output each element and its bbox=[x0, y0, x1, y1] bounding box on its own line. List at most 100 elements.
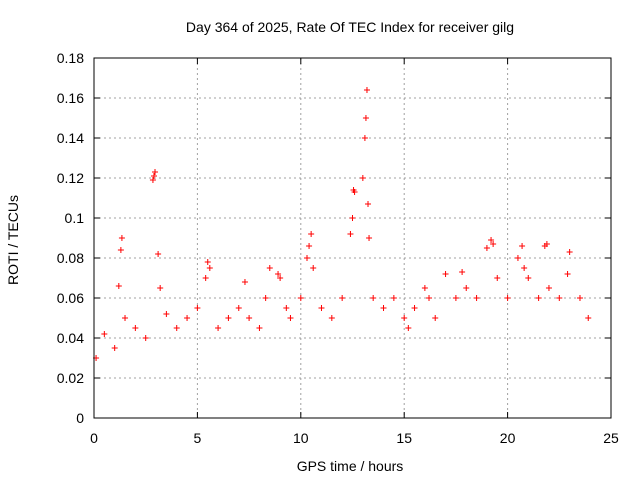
data-point bbox=[426, 295, 433, 301]
data-point bbox=[163, 311, 170, 317]
data-point bbox=[463, 285, 470, 291]
data-point bbox=[318, 305, 325, 311]
data-point bbox=[194, 305, 201, 311]
data-point bbox=[256, 325, 263, 331]
data-point bbox=[339, 295, 346, 301]
data-point bbox=[370, 295, 377, 301]
data-point bbox=[101, 331, 108, 337]
data-point bbox=[519, 243, 526, 249]
data-point bbox=[155, 251, 162, 257]
data-point bbox=[277, 275, 284, 281]
data-point bbox=[566, 249, 573, 255]
data-point bbox=[149, 177, 156, 183]
data-point bbox=[117, 247, 124, 253]
data-point bbox=[545, 285, 552, 291]
data-point bbox=[157, 285, 164, 291]
data-point bbox=[362, 115, 369, 121]
x-tick-label: 5 bbox=[194, 430, 202, 446]
x-tick-label: 10 bbox=[293, 430, 309, 446]
data-point bbox=[363, 87, 370, 93]
data-point bbox=[576, 295, 583, 301]
x-axis-label: GPS time / hours bbox=[297, 458, 404, 474]
data-point bbox=[405, 325, 412, 331]
data-point bbox=[275, 271, 282, 277]
y-tick-label: 0.06 bbox=[57, 290, 84, 306]
data-point bbox=[304, 255, 311, 261]
data-point bbox=[361, 135, 368, 141]
data-point bbox=[262, 295, 269, 301]
data-point bbox=[366, 235, 373, 241]
data-point bbox=[241, 279, 248, 285]
data-point bbox=[401, 315, 408, 321]
data-point bbox=[483, 245, 490, 251]
data-point bbox=[132, 325, 139, 331]
data-point bbox=[380, 305, 387, 311]
data-point bbox=[365, 201, 372, 207]
data-point bbox=[202, 275, 209, 281]
data-point bbox=[525, 275, 532, 281]
data-point bbox=[122, 315, 129, 321]
y-tick-label: 0.12 bbox=[57, 170, 84, 186]
data-point bbox=[142, 335, 149, 341]
data-point bbox=[390, 295, 397, 301]
data-point bbox=[459, 269, 466, 275]
x-tick-label: 0 bbox=[90, 430, 98, 446]
data-point bbox=[306, 243, 313, 249]
data-point bbox=[283, 305, 290, 311]
data-point bbox=[287, 315, 294, 321]
data-point bbox=[488, 237, 495, 243]
data-point bbox=[115, 283, 122, 289]
data-point bbox=[150, 173, 157, 179]
y-tick-label: 0.18 bbox=[57, 50, 84, 66]
data-point bbox=[351, 189, 358, 195]
data-point bbox=[585, 315, 592, 321]
data-point bbox=[514, 255, 521, 261]
data-point bbox=[204, 259, 211, 265]
x-tick-label: 15 bbox=[396, 430, 412, 446]
data-point bbox=[206, 265, 213, 271]
y-tick-label: 0.08 bbox=[57, 250, 84, 266]
data-point bbox=[297, 295, 304, 301]
data-point bbox=[504, 295, 511, 301]
data-point bbox=[494, 275, 501, 281]
data-point bbox=[421, 285, 428, 291]
data-point bbox=[215, 325, 222, 331]
data-point bbox=[308, 231, 315, 237]
data-point bbox=[543, 241, 550, 247]
data-point bbox=[452, 295, 459, 301]
y-tick-label: 0.04 bbox=[57, 330, 84, 346]
data-point bbox=[490, 241, 497, 247]
y-tick-label: 0.14 bbox=[57, 130, 84, 146]
x-tick-label: 20 bbox=[500, 430, 516, 446]
y-tick-label: 0 bbox=[76, 410, 84, 426]
data-point bbox=[473, 295, 480, 301]
data-point bbox=[173, 325, 180, 331]
y-tick-label: 0.02 bbox=[57, 370, 84, 386]
data-point bbox=[432, 315, 439, 321]
data-point bbox=[359, 175, 366, 181]
y-axis-label: ROTI / TECUs bbox=[5, 195, 21, 285]
data-point bbox=[442, 271, 449, 277]
data-points bbox=[93, 87, 592, 361]
data-point bbox=[310, 265, 317, 271]
data-point bbox=[225, 315, 232, 321]
data-point bbox=[564, 271, 571, 277]
data-point bbox=[235, 305, 242, 311]
y-tick-label: 0.16 bbox=[57, 90, 84, 106]
data-point bbox=[152, 169, 159, 175]
data-point bbox=[328, 315, 335, 321]
data-point bbox=[535, 295, 542, 301]
y-tick-label: 0.1 bbox=[65, 210, 85, 226]
data-point bbox=[411, 305, 418, 311]
data-point bbox=[111, 345, 118, 351]
plot-frame bbox=[93, 57, 612, 419]
chart-title: Day 364 of 2025, Rate Of TEC Index for r… bbox=[186, 19, 514, 35]
x-tick-label: 25 bbox=[603, 430, 619, 446]
grid-lines bbox=[94, 58, 611, 418]
data-point bbox=[246, 315, 253, 321]
data-point bbox=[521, 265, 528, 271]
data-point bbox=[266, 265, 273, 271]
data-point bbox=[349, 215, 356, 221]
